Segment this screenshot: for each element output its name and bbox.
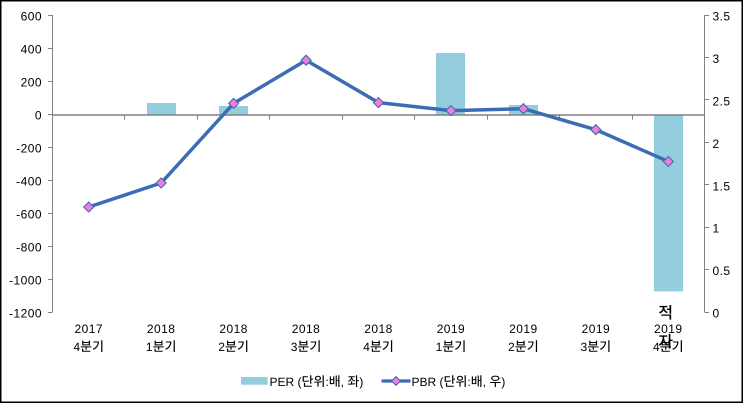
svg-text:3: 3 bbox=[713, 52, 720, 66]
svg-text:2018: 2018 bbox=[219, 322, 248, 336]
svg-text:600: 600 bbox=[21, 10, 42, 24]
svg-text:2019: 2019 bbox=[654, 322, 683, 336]
svg-text:1.5: 1.5 bbox=[713, 179, 731, 193]
svg-text:3.5: 3.5 bbox=[713, 10, 731, 24]
svg-text:2018: 2018 bbox=[364, 322, 393, 336]
svg-text:2019: 2019 bbox=[437, 322, 466, 336]
svg-text:0: 0 bbox=[35, 109, 42, 123]
svg-text:-200: -200 bbox=[16, 142, 42, 156]
svg-text:-1200: -1200 bbox=[9, 307, 42, 321]
svg-text:2019: 2019 bbox=[509, 322, 538, 336]
svg-text:2: 2 bbox=[713, 137, 720, 151]
svg-text:1: 1 bbox=[713, 222, 720, 236]
svg-text:200: 200 bbox=[21, 76, 42, 90]
svg-text:2017: 2017 bbox=[74, 322, 103, 336]
svg-text:-800: -800 bbox=[16, 241, 42, 255]
svg-text:-1000: -1000 bbox=[9, 274, 42, 288]
svg-text:2.5: 2.5 bbox=[713, 94, 731, 108]
svg-text:0.5: 0.5 bbox=[713, 264, 731, 278]
svg-text:-600: -600 bbox=[16, 208, 42, 222]
svg-text:400: 400 bbox=[21, 43, 42, 57]
svg-text:-400: -400 bbox=[16, 175, 42, 189]
svg-text:2018: 2018 bbox=[147, 322, 176, 336]
svg-text:2019: 2019 bbox=[582, 322, 611, 336]
svg-text:0: 0 bbox=[713, 307, 720, 321]
svg-text:2018: 2018 bbox=[292, 322, 321, 336]
